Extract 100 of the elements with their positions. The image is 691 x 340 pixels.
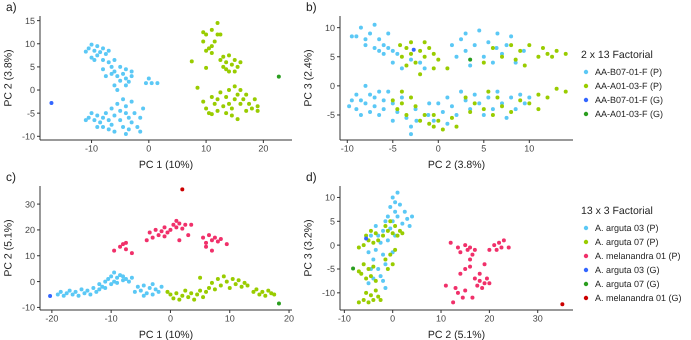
point [378,298,383,302]
point [244,92,248,97]
point [368,228,373,233]
point [121,278,126,282]
point [383,257,388,262]
point [132,290,137,294]
point [174,218,178,223]
point [266,288,270,293]
point [256,108,260,113]
point [408,224,412,228]
point [189,291,194,296]
point [201,236,206,240]
legend-label: A. arguta 07 (P) [595,237,659,247]
point [204,106,208,111]
point [192,298,196,302]
point [82,291,86,296]
y-tick-label: 0 [30,85,35,96]
point [130,276,134,280]
point [381,278,386,283]
chart-title: b) [306,0,317,14]
point [165,290,170,294]
point [371,264,376,269]
point [130,251,134,256]
point [232,58,237,62]
point [160,284,164,289]
x-tick-label: 10 [224,313,235,324]
point [238,88,242,92]
point [94,290,98,294]
point [103,280,108,284]
point [189,222,194,227]
point [230,277,235,281]
point [236,92,240,97]
point [162,234,167,238]
x-tick-label: 30 [532,313,543,324]
point [201,100,206,104]
point [156,233,161,238]
point [171,296,176,300]
y-tick-label: 10 [24,250,35,261]
x-tick-label: 20 [284,313,294,324]
y-tick-label: 15 [24,16,35,26]
point [492,243,496,248]
point [359,272,364,276]
point [118,273,122,278]
point [216,108,220,113]
point [204,244,208,249]
y-tick-label: -10 [322,288,335,298]
point [91,286,96,290]
point [478,272,482,276]
point [232,97,237,102]
point [381,252,386,257]
point [150,236,155,240]
point [224,111,228,116]
point [227,70,231,74]
point [390,231,395,236]
point [238,102,242,106]
point [112,270,116,275]
point [368,234,373,238]
point [386,228,390,233]
point [109,282,114,286]
chart-title: a) [6,0,17,14]
point [227,102,231,106]
point [478,278,482,283]
point [150,282,155,286]
point [160,229,164,234]
point [371,298,376,302]
point [186,233,190,238]
point [252,97,257,102]
point [201,295,206,300]
point [198,288,202,293]
point [236,64,240,69]
y-tick-label: -5 [326,264,335,274]
point [368,293,373,298]
point [371,240,376,245]
point [124,247,128,252]
point [148,286,152,290]
point [371,257,376,262]
point [236,117,240,122]
y-axis-title: PC 2 (3.8%) [2,49,15,107]
point [256,104,260,108]
point [454,286,458,290]
x-tick-label: 0 [436,143,441,154]
point [560,302,564,306]
y-axis-title: PC 3 (3.2%) [302,219,315,277]
point [487,281,492,286]
point [126,280,131,284]
point [224,94,228,99]
point [144,238,149,242]
point [383,286,388,290]
point [499,246,504,250]
point [227,53,231,58]
point [400,222,404,226]
x-tick-label: 20 [258,143,268,154]
point [366,281,371,286]
legend-label: A. melanandra 01 (P) [595,251,681,261]
point [356,246,361,250]
x-axis-title: PC 2 (3.8%) [428,159,486,171]
point [236,278,241,282]
point [251,290,256,294]
point [171,222,176,227]
point [263,294,268,298]
